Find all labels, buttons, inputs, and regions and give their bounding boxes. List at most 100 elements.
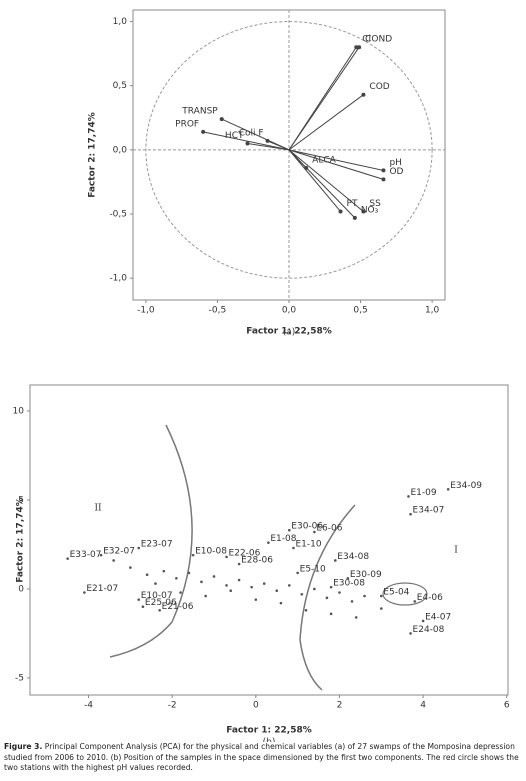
sample-label: E24-08 bbox=[413, 625, 445, 635]
sample-label: E1-10 bbox=[295, 540, 321, 550]
sample-point bbox=[154, 582, 157, 585]
x-tick-label: 1,0 bbox=[425, 306, 440, 316]
sample-point bbox=[379, 594, 383, 598]
sample-label: E34-08 bbox=[337, 552, 369, 562]
loading-point bbox=[265, 138, 270, 143]
y-tick-label: 10 bbox=[13, 406, 25, 416]
x-tick-label: -0,5 bbox=[209, 306, 227, 316]
sample-point bbox=[137, 598, 141, 601]
loading-point bbox=[381, 177, 386, 182]
x-tick-label: -4 bbox=[84, 701, 93, 711]
sample-label: E1-08 bbox=[270, 534, 296, 544]
loading-point bbox=[338, 209, 343, 214]
unit-circle bbox=[145, 21, 433, 279]
loading-vector bbox=[288, 149, 341, 212]
x-tick-label: 2 bbox=[337, 701, 343, 711]
sample-point bbox=[66, 557, 69, 560]
y-tick-label: -1,0 bbox=[109, 274, 127, 284]
loading-point bbox=[245, 141, 250, 146]
plot-frame bbox=[29, 384, 509, 696]
loading-point bbox=[357, 45, 362, 50]
sample-point bbox=[346, 576, 350, 580]
sample-point bbox=[329, 612, 333, 616]
sample-label: E30-06 bbox=[291, 522, 323, 532]
variable-label: HCT bbox=[225, 131, 244, 141]
sample-point bbox=[179, 591, 182, 594]
x-axis-label: Factor 1: 22,58% bbox=[226, 726, 312, 736]
x-tick-label: 4 bbox=[420, 701, 426, 711]
sample-point bbox=[187, 571, 191, 575]
sample-point bbox=[379, 607, 383, 610]
sample-point bbox=[229, 589, 233, 593]
variable-label: ALCA bbox=[312, 155, 336, 165]
sample-point bbox=[313, 530, 316, 534]
sample-point bbox=[237, 562, 241, 566]
x-tick-label: 6 bbox=[504, 701, 510, 711]
sample-label: E5-10 bbox=[300, 564, 326, 574]
caption-text: Principal Component Analysis (PCA) for t… bbox=[4, 742, 519, 772]
sample-point bbox=[292, 546, 295, 550]
sample-point bbox=[409, 632, 412, 635]
sample-point bbox=[338, 591, 341, 594]
figure: -1,0 -0,5 0,0 0,5 1,0 -1,0 -0,5 0,0 0,5 1,0 Factor… bbox=[13, 9, 510, 742]
loading-vector bbox=[288, 149, 364, 212]
sample-point bbox=[296, 571, 299, 575]
sample-point bbox=[212, 575, 216, 578]
sample-label: E33-07 bbox=[70, 550, 102, 560]
sample-label: E21-06 bbox=[162, 602, 194, 612]
sample-point bbox=[129, 566, 132, 569]
variable-label: TRANSP bbox=[181, 107, 218, 117]
sample-point bbox=[162, 569, 166, 573]
loading-point bbox=[381, 168, 386, 173]
sample-point bbox=[99, 553, 103, 557]
sample-label: E34-07 bbox=[413, 506, 445, 516]
loading-vector bbox=[288, 46, 360, 151]
sample-point bbox=[279, 601, 283, 605]
sample-point bbox=[354, 616, 358, 619]
sample-point bbox=[175, 576, 178, 580]
x-tick-label: 0,0 bbox=[282, 306, 297, 316]
x-tick-label: 0,5 bbox=[353, 306, 367, 316]
y-tick-label: 0,5 bbox=[113, 81, 127, 91]
variable-label: PROF bbox=[175, 119, 199, 129]
sample-point bbox=[254, 598, 258, 601]
y-axis-label: Factor 2: 17,74% bbox=[88, 112, 98, 198]
sample-point bbox=[225, 584, 228, 587]
variable-label: Coli F bbox=[239, 128, 264, 138]
loading-vector bbox=[267, 140, 290, 151]
loading-point bbox=[201, 129, 206, 134]
x-tick-label: 0 bbox=[253, 701, 259, 711]
caption-label: Figure 3. bbox=[4, 742, 43, 751]
sample-point bbox=[275, 589, 279, 593]
sample-point bbox=[262, 582, 266, 585]
sample-point bbox=[329, 585, 333, 589]
sample-point bbox=[267, 541, 270, 544]
y-tick-label: 5 bbox=[18, 495, 24, 505]
sample-label: E22-06 bbox=[229, 548, 261, 558]
loading-point bbox=[352, 215, 357, 220]
sample-label: E25-06 bbox=[145, 598, 177, 608]
sample-point bbox=[83, 591, 86, 594]
sample-label: E23-07 bbox=[141, 540, 173, 550]
highlight-circle bbox=[382, 582, 428, 606]
sample-label: E10-07 bbox=[141, 591, 173, 601]
sample-label: E34-09 bbox=[450, 481, 482, 491]
y-tick-label: 1,0 bbox=[113, 17, 128, 27]
loading-point bbox=[361, 209, 366, 214]
variable-label: SS bbox=[369, 199, 381, 209]
loading-vector bbox=[247, 142, 290, 151]
sample-point bbox=[250, 585, 253, 589]
sample-point bbox=[145, 573, 149, 577]
sample-point bbox=[300, 592, 304, 596]
x-axis-label: Factor 1: 22,58% bbox=[246, 327, 332, 337]
sample-label: E10-08 bbox=[195, 547, 227, 557]
sample-point bbox=[325, 596, 329, 600]
sample-point bbox=[191, 553, 195, 557]
sample-label: E4-06 bbox=[417, 593, 443, 603]
sample-point bbox=[446, 487, 450, 491]
chart-subtitle: (a) bbox=[283, 328, 296, 338]
variable-label: COD bbox=[369, 82, 389, 92]
sample-point bbox=[112, 559, 115, 562]
sample-point bbox=[333, 559, 337, 562]
sample-point bbox=[287, 584, 291, 587]
